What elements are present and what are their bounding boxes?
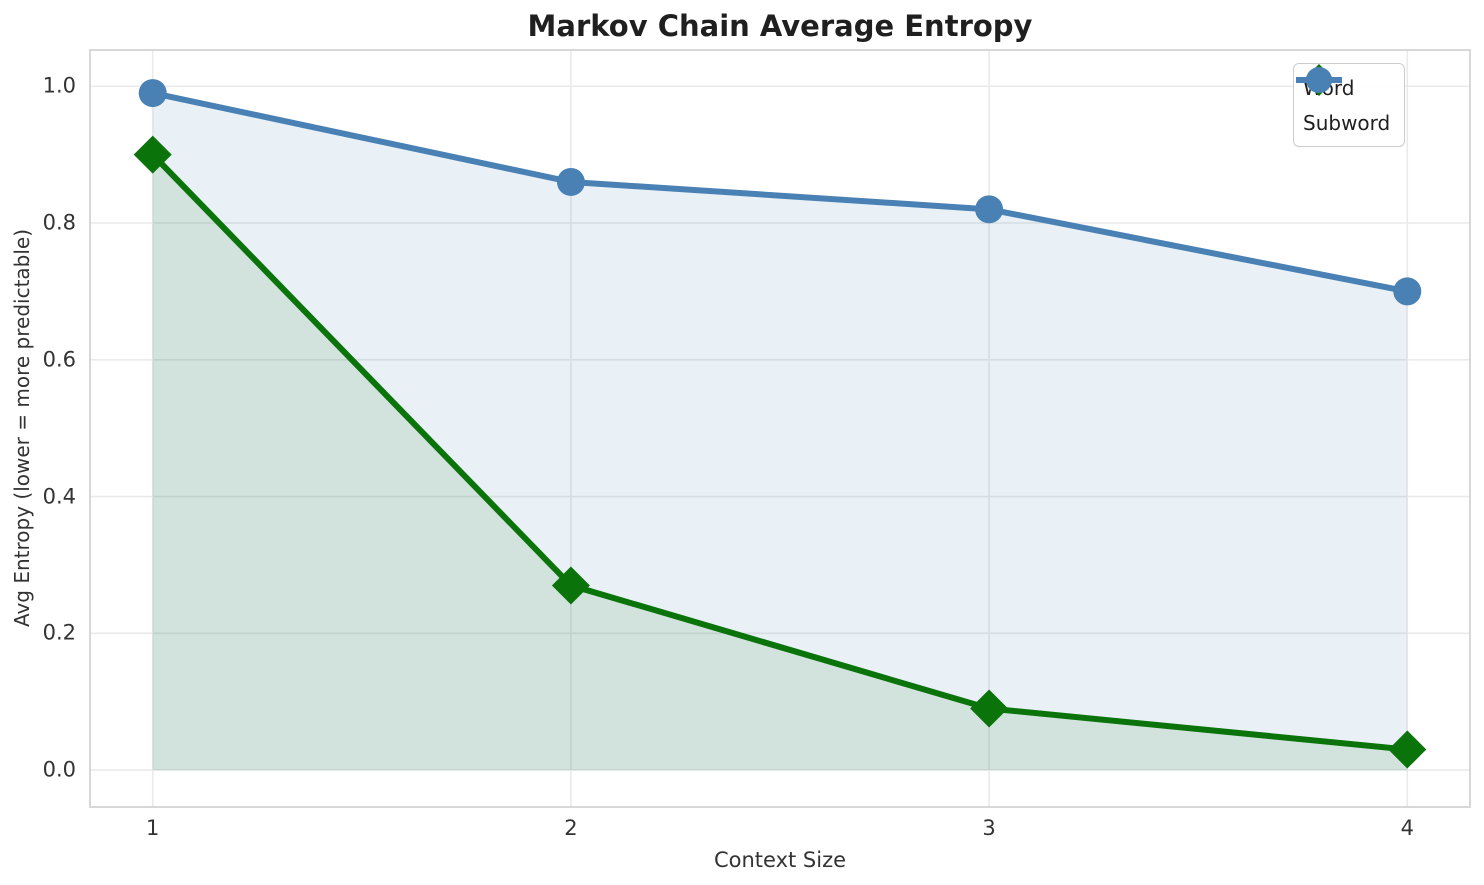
line-word [149,151,1411,753]
y-tick-label: 0.0 [42,757,76,782]
legend-label: Subword [1303,110,1391,135]
legend-marker-circle-icon [1296,67,1342,93]
marker-subword [138,79,167,108]
area-word [152,154,1408,771]
line-subword [149,90,1411,295]
marker-word [551,566,590,605]
marker-subword [556,167,585,196]
y-tick-label: 0.8 [42,210,76,235]
y-tick-label: 0.4 [42,484,76,509]
y-tick-label: 0.2 [42,620,76,645]
marker-word [970,689,1009,728]
legend: WordSubword [1293,63,1406,147]
x-axis-label: Context Size [713,848,847,872]
chart-title: Markov Chain Average Entropy [527,9,1033,43]
x-tick-label: 3 [982,816,996,840]
x-tick-label: 4 [1400,816,1414,840]
y-tick-label: 1.0 [42,73,76,98]
x-tick-label: 1 [146,816,160,840]
marker-subword [975,195,1004,224]
plot-border [89,49,1471,808]
marker-word [1388,730,1427,769]
x-tick-label: 2 [564,816,578,840]
y-axis-label: Avg Entropy (lower = more predictable) [10,228,34,628]
y-tick-label: 0.6 [42,347,76,372]
area-subword [152,93,1408,771]
legend-item-subword: Subword [1296,67,1391,139]
marker-subword [1393,277,1422,306]
marker-word [133,135,172,174]
